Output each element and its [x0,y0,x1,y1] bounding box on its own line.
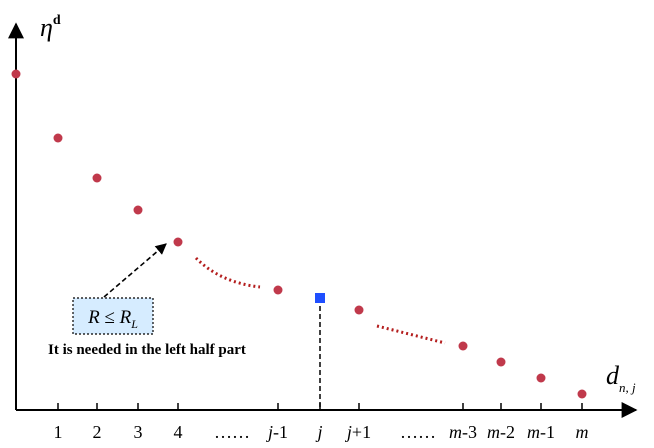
data-point [496,357,506,367]
x-axis-label-base: d [606,361,620,390]
data-point [354,305,364,315]
dotted-trend-lines [194,256,446,345]
x-tick-label: …… [214,422,250,442]
data-point [133,205,143,215]
annotation-r: R [87,307,100,328]
x-tick-label: 3 [134,422,143,442]
x-tick-labels: 1 2 3 4 …… j-1 j j+1 …… m-3 m-2 m-1 m [54,422,589,442]
x-axis-label: dn, j [606,361,636,395]
annotation-box [72,297,154,335]
x-tick-label: 4 [174,422,183,442]
data-point [11,69,21,79]
x-tick-label: j-1 [266,422,288,442]
annotation-rl: R [119,307,132,328]
y-axis-label: ηd [40,13,61,42]
x-tick-label: m-2 [487,422,515,442]
x-tick-label: m-1 [527,422,555,442]
trend-dotted-line [194,256,261,289]
annotation-arrow [103,243,167,298]
x-axis-label-subscript: n, j [619,380,636,395]
data-point [458,341,468,351]
data-point [536,373,546,383]
data-point [273,285,283,295]
data-point [173,237,183,247]
data-point [92,173,102,183]
x-tick-label: j+1 [345,422,371,442]
y-axis-label-superscript: d [53,13,61,28]
annotation-box-text: R ≤ RL [87,307,138,331]
highlight-point [315,293,325,303]
x-tick-label: …… [400,422,436,442]
x-tick-label: m [576,422,589,442]
x-tick-label: 1 [54,422,63,442]
y-axis-label-base: η [40,13,53,42]
annotation-rl-sub: L [130,317,138,331]
trend-dotted-line [376,324,446,345]
data-point [53,133,63,143]
annotation: R ≤ RL It is needed in the left half par… [48,243,246,358]
data-points [11,69,587,399]
x-tick-label: 2 [93,422,102,442]
x-tick-marks [57,403,583,410]
x-tick-label: j [315,422,322,442]
annotation-op: ≤ [104,307,114,328]
x-tick-label: m-3 [449,422,477,442]
annotation-note: It is needed in the left half part [48,342,246,358]
data-point [577,389,587,399]
highlight-layer [315,293,325,303]
